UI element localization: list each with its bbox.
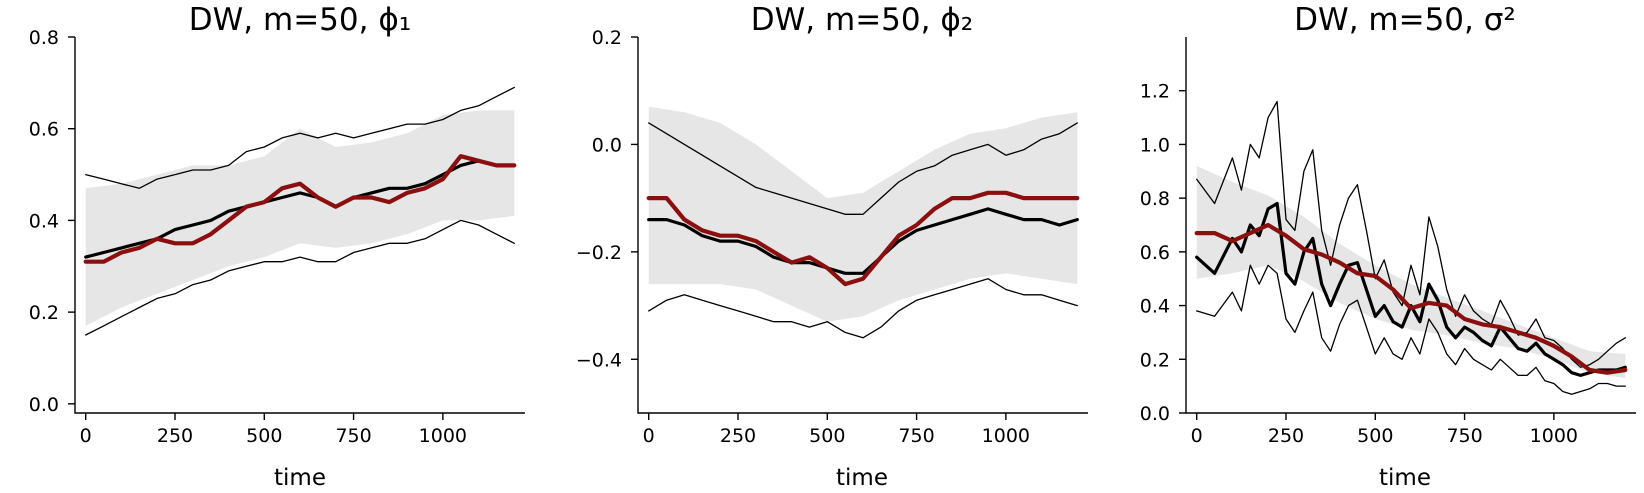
panel-2-ytick-label: −0.2 (576, 242, 622, 264)
panel-2-xtick-label: 500 (809, 425, 845, 447)
panel-2-xlabel: time (836, 465, 888, 491)
panel-phi1: DW, m=50, ϕ₁ time 0 250 500 750 1000 0.0 0.2 0.… (29, 2, 525, 491)
panel-3-series-line-4 (1194, 222, 1628, 375)
panel-3-ytick-label: 0.4 (1140, 296, 1170, 318)
panel-3-xlabel: time (1379, 465, 1431, 491)
panel-1-series-line-4 (83, 154, 517, 264)
panel-2-xtick-label: 750 (898, 425, 934, 447)
panel-2-series-line-4 (646, 190, 1080, 287)
panel-3-ytick-label: 0.6 (1140, 242, 1170, 264)
panel-3-ytick-label: 1.2 (1140, 81, 1170, 103)
panel-3-xtick-label: 0 (1191, 425, 1203, 447)
panel-1-xtick-label: 1000 (419, 425, 467, 447)
panel-2-xtick-label: 1000 (982, 425, 1030, 447)
panel-2-ytick-label: 0.2 (592, 27, 622, 49)
panel-1-ytick-label: 0.8 (29, 27, 59, 49)
panel-3-series-line-1 (1196, 100, 1626, 368)
panel-1-axes (74, 37, 525, 414)
panel-3-xtick-label: 1000 (1530, 425, 1578, 447)
panel-1-xtick-label: 0 (80, 425, 92, 447)
panel-2-title: DW, m=50, ϕ₂ (751, 2, 973, 38)
panel-2-series-line-3 (647, 207, 1079, 275)
panel-1-series-line-2 (85, 219, 515, 336)
panel-1-xtick-label: 500 (246, 425, 282, 447)
panel-1-xtick-label: 750 (335, 425, 371, 447)
panel-1-ytick-label: 0.2 (29, 302, 59, 324)
panel-3-ytick-label: 0.0 (1140, 403, 1170, 425)
panel-2-series-line-2 (648, 278, 1078, 339)
panel-1-band (85, 110, 515, 326)
panel-2-axes (637, 37, 1088, 414)
panel-3-band (1196, 165, 1626, 379)
panel-2-series-line-1 (648, 122, 1078, 215)
panel-1-xlabel: time (274, 465, 326, 491)
panel-3-xtick-label: 750 (1446, 425, 1482, 447)
panel-3-ytick-label: 0.2 (1140, 349, 1170, 371)
panel-sigma2: DW, m=50, σ² time 0 250 500 750 1000 0.0 0.2 0.… (1140, 2, 1636, 491)
panel-3-xtick-label: 500 (1357, 425, 1393, 447)
panel-phi2: DW, m=50, ϕ₂ time 0 250 500 750 1000 −0.4 −0.2… (576, 2, 1088, 491)
panel-2-xtick-label: 0 (643, 425, 655, 447)
panel-2-ytick-label: −0.4 (576, 349, 622, 371)
panel-1-series-line-1 (85, 86, 515, 189)
panel-1-ytick-label: 0.4 (29, 210, 59, 232)
panel-1-xtick-label: 250 (157, 425, 193, 447)
panel-1-ytick-label: 0.0 (29, 394, 59, 416)
panel-3-series-line-3 (1195, 201, 1627, 377)
panel-2-xtick-label: 250 (720, 425, 756, 447)
panel-2-ytick-label: 0.0 (592, 134, 622, 156)
panel-3-series-line-2 (1196, 264, 1626, 395)
panel-3-title: DW, m=50, σ² (1294, 2, 1516, 38)
panel-1-ytick-label: 0.6 (29, 119, 59, 141)
panel-3-ytick-label: 1.0 (1140, 134, 1170, 156)
panel-3-ytick-label: 0.8 (1140, 188, 1170, 210)
panel-1-title: DW, m=50, ϕ₁ (189, 2, 411, 38)
panel-3-xtick-label: 250 (1268, 425, 1304, 447)
